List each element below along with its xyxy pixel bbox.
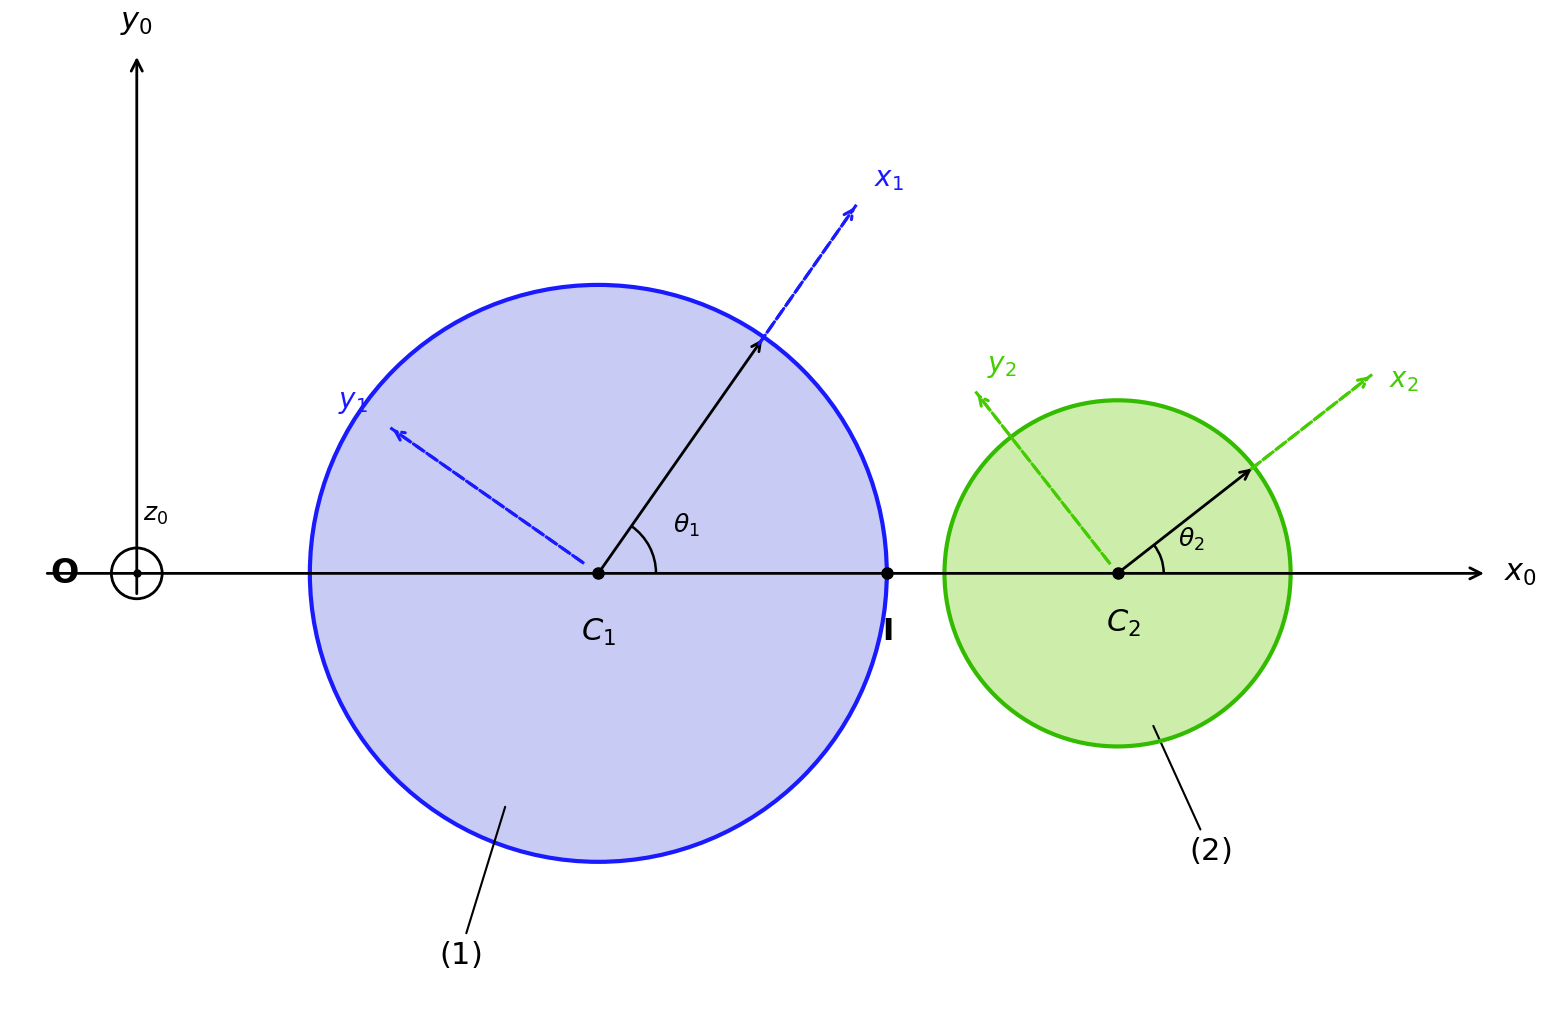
Text: $z_0$: $z_0$ [143, 503, 168, 527]
Text: $\theta_1$: $\theta_1$ [674, 511, 700, 538]
Text: $\theta_2$: $\theta_2$ [1178, 525, 1204, 553]
Text: $x_2$: $x_2$ [1389, 366, 1419, 394]
Text: $y_0$: $y_0$ [121, 8, 154, 37]
Text: $C_1$: $C_1$ [580, 617, 616, 648]
Circle shape [945, 400, 1291, 747]
Circle shape [310, 284, 886, 862]
Text: $\mathbf{I}$: $\mathbf{I}$ [882, 617, 892, 646]
Text: $\mathbf{O}$: $\mathbf{O}$ [51, 557, 79, 590]
Text: $y_1$: $y_1$ [338, 388, 368, 417]
Text: $x_0$: $x_0$ [1504, 559, 1536, 588]
Text: $(1)$: $(1)$ [439, 807, 506, 969]
Text: $x_1$: $x_1$ [874, 166, 903, 193]
Text: $y_2$: $y_2$ [987, 352, 1017, 380]
Text: $(2)$: $(2)$ [1153, 725, 1231, 866]
Text: $C_2$: $C_2$ [1107, 608, 1141, 639]
